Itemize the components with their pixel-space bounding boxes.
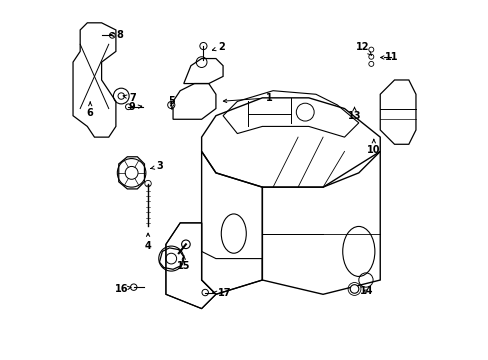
Text: 5: 5 bbox=[168, 96, 175, 109]
Text: 9: 9 bbox=[129, 103, 142, 112]
Text: 14: 14 bbox=[360, 287, 373, 296]
Text: 2: 2 bbox=[212, 42, 224, 52]
Text: 12: 12 bbox=[356, 42, 371, 55]
Circle shape bbox=[144, 180, 151, 187]
Text: 8: 8 bbox=[110, 30, 122, 40]
Circle shape bbox=[167, 102, 175, 109]
Text: 7: 7 bbox=[123, 93, 136, 103]
Text: 1: 1 bbox=[223, 93, 272, 103]
Text: 4: 4 bbox=[144, 233, 151, 251]
Text: 3: 3 bbox=[150, 161, 163, 171]
Circle shape bbox=[368, 62, 373, 66]
Text: 13: 13 bbox=[347, 107, 361, 121]
Circle shape bbox=[368, 47, 373, 52]
Text: 6: 6 bbox=[87, 102, 93, 118]
Circle shape bbox=[349, 285, 358, 293]
Text: 10: 10 bbox=[366, 139, 380, 156]
Text: 11: 11 bbox=[380, 53, 398, 63]
Circle shape bbox=[200, 42, 206, 50]
Circle shape bbox=[130, 284, 137, 291]
Circle shape bbox=[109, 32, 115, 38]
Text: 15: 15 bbox=[177, 256, 190, 271]
Circle shape bbox=[125, 104, 131, 110]
Text: 17: 17 bbox=[212, 288, 231, 298]
Circle shape bbox=[368, 54, 373, 59]
Circle shape bbox=[202, 289, 208, 296]
Text: 16: 16 bbox=[114, 284, 131, 294]
